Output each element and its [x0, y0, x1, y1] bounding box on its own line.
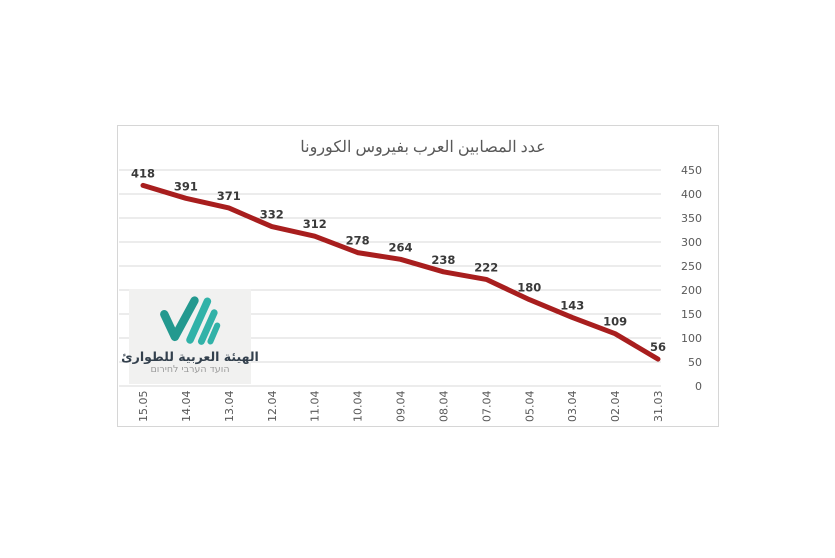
- logo-arabic-text: الهيئة العربية للطوارئ: [121, 349, 259, 364]
- svg-text:13.04: 13.04: [223, 391, 236, 423]
- svg-text:100: 100: [681, 332, 702, 345]
- y-axis-labels: 450 400 350 300 250 200 150 100 50 0: [681, 164, 702, 393]
- svg-text:391: 391: [174, 179, 198, 193]
- svg-text:278: 278: [346, 234, 370, 248]
- svg-text:418: 418: [131, 166, 155, 180]
- svg-text:200: 200: [681, 284, 702, 297]
- svg-text:12.04: 12.04: [266, 391, 279, 423]
- x-axis-labels: 15.05 14.04 13.04 12.04 11.04 10.04 09.04 08.04…: [137, 391, 665, 423]
- svg-text:31.03: 31.03: [652, 391, 665, 423]
- svg-text:350: 350: [681, 212, 702, 225]
- logo-check-stroke: [160, 296, 199, 342]
- svg-text:250: 250: [681, 260, 702, 273]
- svg-text:02.04: 02.04: [609, 391, 622, 423]
- logo-hebrew-text: הועד הערבי לחירום: [150, 364, 230, 375]
- logo-slash-3: [207, 322, 221, 345]
- svg-text:09.04: 09.04: [395, 391, 408, 423]
- logo-mark-icon: [160, 296, 221, 345]
- chart-frame: 450 400 350 300 250 200 150 100 50 0 15.05 14.04 13.…: [117, 125, 719, 427]
- svg-text:08.04: 08.04: [437, 391, 450, 423]
- svg-text:50: 50: [688, 356, 702, 369]
- svg-text:222: 222: [474, 260, 498, 274]
- svg-text:300: 300: [681, 236, 702, 249]
- logo-slash-2: [197, 309, 218, 345]
- svg-text:150: 150: [681, 308, 702, 321]
- logo-slash-1: [186, 297, 212, 344]
- svg-text:07.04: 07.04: [480, 391, 493, 423]
- svg-text:0: 0: [695, 380, 702, 393]
- svg-text:109: 109: [603, 315, 627, 329]
- svg-text:11.04: 11.04: [309, 391, 322, 423]
- svg-text:332: 332: [260, 208, 284, 222]
- chart-title: عدد المصابين العرب بفيروس الكورونا: [300, 139, 546, 156]
- logo: الهيئة العربية للطوارئ הועד הערבי לחירום: [121, 289, 259, 384]
- svg-text:56: 56: [650, 340, 666, 354]
- svg-text:312: 312: [303, 217, 327, 231]
- svg-text:143: 143: [560, 298, 584, 312]
- svg-text:400: 400: [681, 188, 702, 201]
- svg-text:14.04: 14.04: [180, 391, 193, 423]
- svg-text:05.04: 05.04: [523, 391, 536, 423]
- svg-text:10.04: 10.04: [352, 391, 365, 423]
- svg-text:03.04: 03.04: [566, 391, 579, 423]
- svg-text:180: 180: [517, 281, 541, 295]
- data-labels: 418 391 371 332 312 278 264 238 222 180 143 109 56: [131, 166, 666, 354]
- svg-text:238: 238: [431, 253, 455, 267]
- svg-text:450: 450: [681, 164, 702, 177]
- svg-text:15.05: 15.05: [137, 391, 150, 423]
- svg-text:264: 264: [388, 240, 412, 254]
- svg-text:371: 371: [217, 189, 241, 203]
- series-line: [140, 182, 661, 362]
